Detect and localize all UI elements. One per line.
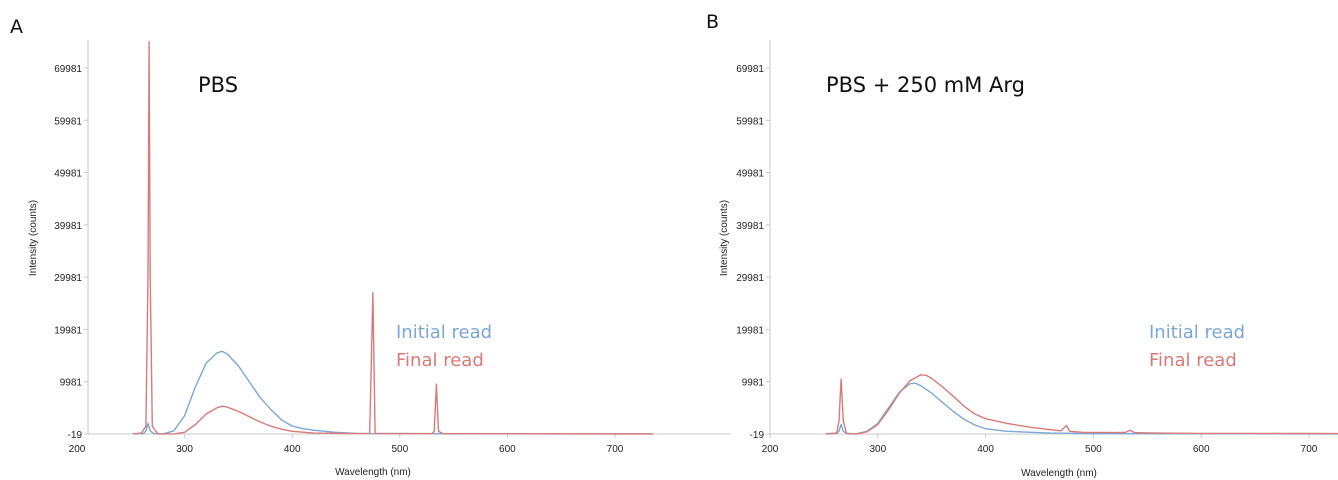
y-tick-label: 19981	[736, 325, 764, 336]
panel-a: A PBS Intensity (counts) Wavelength (nm)…	[10, 16, 730, 478]
initial-read-line	[826, 382, 1338, 435]
series-group-a	[132, 41, 653, 435]
y-tick-label: 49981	[736, 169, 764, 180]
x-tick-label: 600	[1193, 444, 1210, 455]
initial-read-line	[132, 350, 653, 435]
y-axis-title-b: Intensity (counts)	[719, 200, 730, 276]
legend-initial-read-b: Initial read	[1149, 322, 1245, 343]
x-axis-title-a: Wavelength (nm)	[335, 467, 411, 478]
final-read-line	[826, 374, 1338, 435]
y-tick-label: 39981	[736, 221, 764, 232]
x-tick-label: 500	[391, 444, 408, 455]
legend-final-read-a: Final read	[396, 350, 484, 371]
x-tick-label: 200	[762, 444, 779, 455]
series-group-b	[826, 374, 1338, 435]
y-tick-label: 9981	[60, 378, 83, 389]
y-tick-label: 69981	[54, 64, 82, 75]
y-axis-title-a: Intensity (counts)	[28, 200, 39, 276]
x-tick-label: 600	[499, 444, 516, 455]
y-tick-label: 9981	[742, 378, 765, 389]
y-tick-label: -19	[68, 430, 83, 441]
x-tick-label: 300	[176, 444, 193, 455]
x-tick-label: 500	[1085, 444, 1102, 455]
y-tick-label: 29981	[736, 273, 764, 284]
legend-final-read-b: Final read	[1149, 350, 1237, 371]
y-tick-label: -19	[750, 430, 765, 441]
x-tick-label: 700	[607, 444, 624, 455]
x-axis-title-b: Wavelength (nm)	[1021, 468, 1097, 479]
panel-letter-b: B	[706, 11, 719, 33]
legend-initial-read-a: Initial read	[396, 322, 492, 343]
y-tick-label: 39981	[54, 221, 82, 232]
final-read-line	[132, 41, 653, 435]
chart-title-a: PBS	[198, 73, 238, 97]
y-tick-label: 49981	[54, 169, 82, 180]
x-tick-label: 400	[284, 444, 301, 455]
ticks-a: -19 9981 19981 29981 39981 49981 59981 69981 200…	[54, 64, 624, 455]
y-tick-label: 59981	[736, 116, 764, 127]
ticks-b: -19 9981 19981 29981 39981 49981 59981 69981 200…	[736, 64, 1318, 455]
y-tick-label: 29981	[54, 273, 82, 284]
y-tick-label: 19981	[54, 325, 82, 336]
x-tick-label: 400	[977, 444, 994, 455]
panel-b: B PBS + 250 mM Arg Intensity (counts) Wa…	[706, 11, 1338, 479]
panel-letter-a: A	[10, 16, 23, 38]
y-tick-label: 69981	[736, 64, 764, 75]
y-tick-label: 59981	[54, 116, 82, 127]
x-tick-label: 700	[1301, 444, 1318, 455]
x-tick-label: 300	[869, 444, 886, 455]
x-tick-label: 200	[69, 444, 86, 455]
chart-title-b: PBS + 250 mM Arg	[826, 73, 1025, 97]
